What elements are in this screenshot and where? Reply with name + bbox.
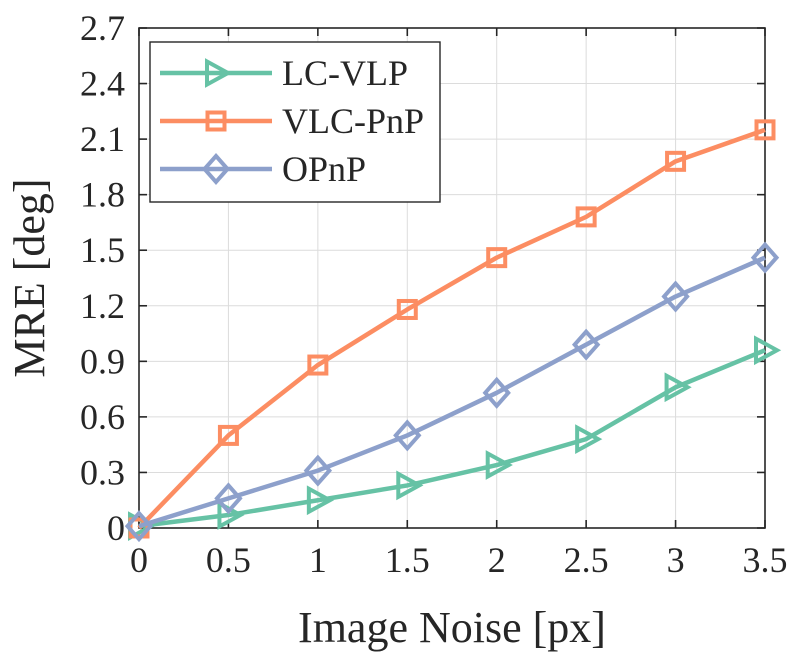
data-point bbox=[665, 150, 687, 172]
data-point bbox=[664, 372, 692, 403]
x-tick-label: 0.5 bbox=[206, 540, 251, 580]
y-tick-label: 2.7 bbox=[80, 8, 125, 48]
y-tick-label: 0.6 bbox=[80, 397, 125, 437]
data-point bbox=[754, 335, 782, 366]
legend-marker bbox=[201, 152, 231, 186]
y-tick-label: 1.5 bbox=[80, 230, 125, 270]
data-point bbox=[750, 241, 780, 274]
legend-entry: LC-VLP bbox=[160, 53, 408, 93]
data-point bbox=[571, 328, 601, 361]
data-point bbox=[306, 485, 335, 516]
x-axis-title: Image Noise [px] bbox=[298, 603, 606, 652]
y-tick-label: 2.1 bbox=[80, 119, 125, 159]
y-tick-label: 0.9 bbox=[80, 341, 125, 381]
legend-label: OPnP bbox=[282, 149, 366, 189]
series-vlc-pnp bbox=[128, 119, 776, 539]
x-tick-label: 2.5 bbox=[564, 540, 609, 580]
legend-entry: VLC-PnP bbox=[160, 101, 424, 141]
data-point bbox=[575, 424, 603, 454]
data-point bbox=[307, 354, 329, 376]
legend-label: LC-VLP bbox=[282, 53, 408, 93]
x-tick-label: 1.5 bbox=[385, 540, 430, 580]
axis-ticks: 0 0.5 1 1.5 2 2.5 3 3.5 0 0.3 0.6 0.9 1.2 1.5 1.8 2.1 2.… bbox=[80, 8, 788, 580]
data-point bbox=[486, 247, 508, 269]
data-point bbox=[396, 298, 418, 320]
y-tick-label: 1.8 bbox=[80, 175, 125, 215]
legend-marker bbox=[205, 58, 233, 88]
plot-area-frame bbox=[138, 27, 766, 529]
series-line bbox=[137, 127, 766, 530]
series-line bbox=[138, 348, 766, 529]
data-point bbox=[396, 470, 424, 501]
y-tick-label: 0 bbox=[107, 508, 125, 548]
data-point bbox=[393, 419, 422, 452]
y-axis-title: MRE [deg] bbox=[5, 178, 54, 377]
data-point bbox=[575, 206, 597, 228]
x-tick-label: 0 bbox=[130, 540, 148, 580]
data-point bbox=[217, 424, 239, 446]
data-point bbox=[661, 280, 690, 313]
y-tick-label: 1.2 bbox=[80, 286, 125, 326]
data-point bbox=[754, 119, 776, 141]
data-point bbox=[485, 450, 513, 480]
data-point bbox=[124, 510, 154, 543]
x-tick-label: 2 bbox=[488, 540, 506, 580]
data-point bbox=[482, 376, 511, 409]
x-tick-label: 1 bbox=[309, 540, 327, 580]
data-point bbox=[303, 454, 333, 487]
legend-marker bbox=[205, 110, 227, 132]
x-tick-label: 3.5 bbox=[743, 540, 788, 580]
legend-entry: OPnP bbox=[160, 149, 366, 189]
series-line bbox=[138, 255, 766, 529]
y-tick-label: 2.4 bbox=[80, 64, 125, 104]
x-tick-label: 3 bbox=[667, 540, 685, 580]
legend: LC-VLP VLC-PnP OPnP bbox=[149, 41, 441, 203]
legend-label: VLC-PnP bbox=[282, 101, 424, 141]
series-opnp bbox=[124, 241, 780, 543]
y-tick-label: 0.3 bbox=[80, 452, 125, 492]
data-point bbox=[214, 482, 243, 515]
series bbox=[124, 119, 782, 543]
